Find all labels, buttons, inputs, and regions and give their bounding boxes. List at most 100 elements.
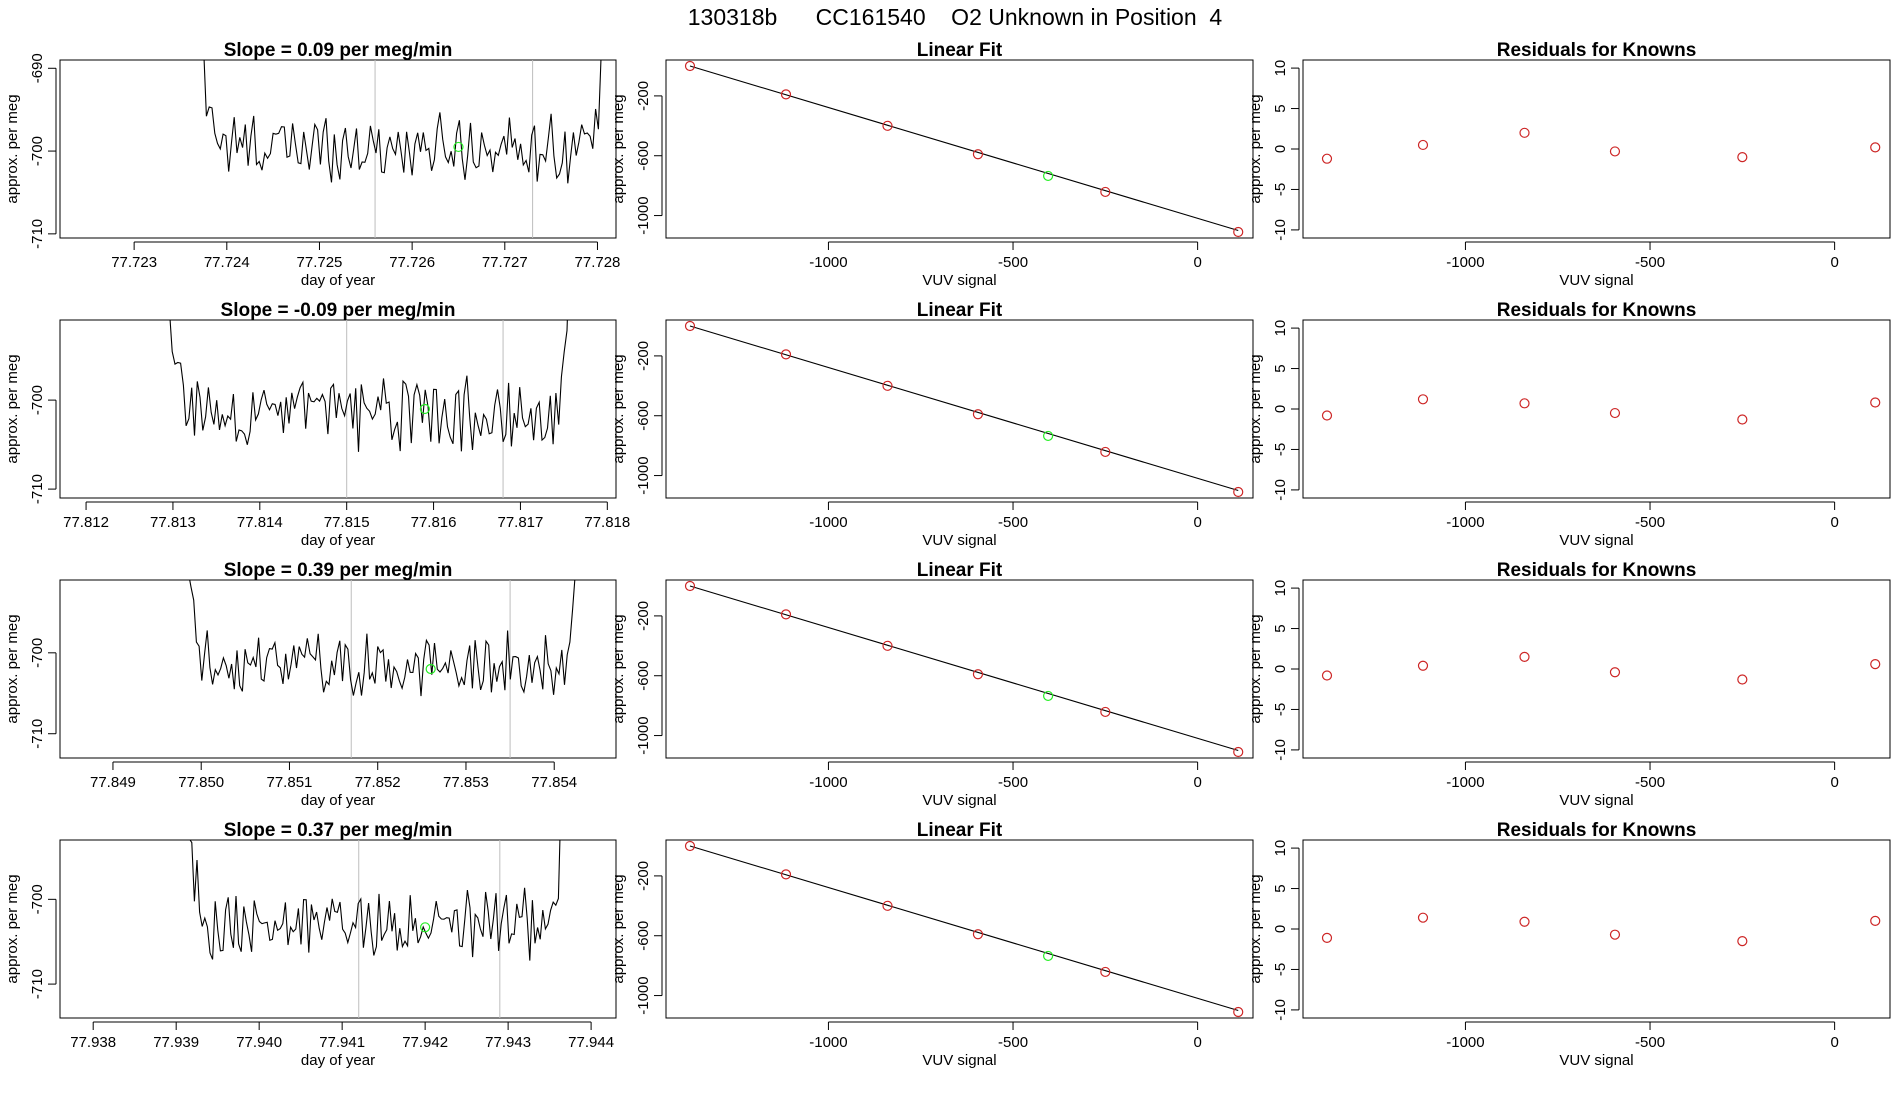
known-point	[1100, 966, 1111, 978]
residual-point	[1870, 915, 1881, 927]
timeseries-panel-row-4: Slope = 0.37 per meg/min 77.938 77.939 77.9…	[4, 820, 617, 1069]
x-tick-label: -1000	[1446, 254, 1484, 271]
x-tick-label: 77.816	[411, 514, 457, 531]
y-tick-label: 10	[1272, 60, 1289, 77]
y-tick-label: -10	[1272, 739, 1289, 761]
x-tick-label: 77.849	[90, 774, 136, 791]
linear-fit-panel-row-1: Linear Fit -1000 -500 0 VUV signal -200 -600 -1…	[610, 40, 1254, 289]
y-axis-label: approx. per meg	[610, 94, 627, 203]
x-tick-label: -1000	[1446, 774, 1484, 791]
x-tick-label: 0	[1830, 254, 1838, 271]
plot-area	[189, 840, 561, 1018]
plot-area	[1321, 912, 1881, 947]
x-tick-label: 77.943	[485, 1034, 531, 1051]
known-point	[882, 120, 893, 131]
residual-point	[1321, 670, 1333, 681]
known-point	[882, 640, 893, 651]
residual-point	[1870, 397, 1881, 408]
x-tick-label: 77.940	[236, 1034, 282, 1051]
x-tick-label: 77.813	[150, 514, 196, 531]
y-tick-label: -600	[635, 141, 652, 171]
y-tick-label: -5	[1272, 963, 1289, 976]
y-tick-label: -200	[635, 81, 652, 111]
residual-point	[1519, 127, 1530, 138]
x-tick-label: -1000	[809, 254, 847, 271]
unknown-point	[453, 141, 464, 153]
y-tick-label: -700	[29, 638, 46, 668]
x-tick-label: 77.852	[355, 774, 401, 791]
page-title: 130318b CC161540 O2 Unknown in Position …	[688, 4, 1223, 30]
x-tick-label: 77.725	[297, 254, 343, 271]
known-point	[684, 840, 696, 852]
plot-area	[684, 840, 1244, 1018]
x-axis-label: day of year	[301, 532, 375, 549]
y-tick-label: -5	[1272, 703, 1289, 716]
linear-fit-panel-row-4: Linear Fit -1000 -500 0 VUV signal -200 -600 -1…	[610, 820, 1254, 1069]
x-tick-label: -500	[1635, 514, 1665, 531]
x-tick-label: -1000	[809, 1034, 847, 1051]
panel-title: Linear Fit	[917, 40, 1003, 61]
x-tick-label: 0	[1830, 514, 1838, 531]
x-tick-label: 77.938	[70, 1034, 116, 1051]
y-tick-label: -5	[1272, 443, 1289, 456]
x-tick-label: 0	[1830, 774, 1838, 791]
panel-title: Linear Fit	[917, 820, 1003, 841]
plot-frame	[665, 59, 1254, 239]
unknown-point	[1043, 170, 1054, 182]
x-tick-label: 77.815	[324, 514, 370, 531]
x-tick-label: -500	[1635, 774, 1665, 791]
x-tick-label: 77.817	[497, 514, 543, 531]
y-tick-label: 5	[1272, 884, 1289, 892]
y-tick-label: -700	[29, 884, 46, 914]
x-tick-label: 0	[1193, 254, 1201, 271]
x-tick-label: 77.854	[531, 774, 577, 791]
y-tick-label: 0	[1272, 405, 1289, 413]
plot-area	[1321, 394, 1881, 425]
y-tick-label: -690	[29, 53, 46, 83]
y-tick-label: 10	[1272, 840, 1289, 857]
x-axis-label: VUV signal	[1559, 792, 1633, 809]
trace-line	[189, 840, 561, 961]
y-tick-label: -10	[1272, 999, 1289, 1021]
known-point	[1100, 446, 1111, 458]
timeseries-panel-row-1: Slope = 0.09 per meg/min 77.723 77.724 77.7…	[4, 40, 621, 289]
plot-area	[1321, 127, 1881, 164]
known-point	[780, 349, 792, 360]
y-tick-label: -1000	[635, 976, 652, 1014]
known-point	[780, 609, 792, 620]
y-axis-label: approx. per meg	[1247, 94, 1264, 203]
y-axis-label: approx. per meg	[1247, 354, 1264, 463]
linear-fit-panel-row-2: Linear Fit -1000 -500 0 VUV signal -200 -600 -1…	[610, 300, 1254, 549]
y-tick-label: 0	[1272, 665, 1289, 673]
known-point	[1233, 226, 1244, 238]
y-tick-label: -600	[635, 401, 652, 431]
fit-line	[689, 325, 1239, 492]
y-tick-label: -5	[1272, 183, 1289, 196]
x-tick-label: -500	[1635, 254, 1665, 271]
y-tick-label: -710	[29, 474, 46, 504]
x-tick-label: 0	[1830, 1034, 1838, 1051]
plot-area	[684, 320, 1244, 498]
panel-title: Residuals for Knowns	[1497, 560, 1697, 581]
known-point	[972, 409, 984, 420]
x-tick-label: 77.723	[111, 254, 157, 271]
residual-point	[1417, 394, 1429, 405]
y-axis-label: approx. per meg	[4, 874, 21, 983]
plot-area	[684, 60, 1244, 238]
x-axis-label: VUV signal	[922, 792, 996, 809]
x-tick-label: 77.728	[575, 254, 621, 271]
residual-point	[1609, 929, 1621, 940]
plot-frame	[59, 579, 617, 759]
unknown-point	[1043, 950, 1054, 962]
panel-title: Linear Fit	[917, 300, 1003, 321]
trace-line	[189, 580, 576, 697]
x-tick-label: 77.942	[402, 1034, 448, 1051]
panels: Slope = 0.09 per meg/min 77.723 77.724 77.7…	[4, 40, 1891, 1069]
x-axis-label: day of year	[301, 1052, 375, 1069]
known-point	[1233, 486, 1244, 498]
plot-frame	[59, 59, 617, 239]
y-tick-label: -710	[29, 719, 46, 749]
plot-frame	[1302, 59, 1891, 239]
residual-point	[1609, 667, 1621, 678]
